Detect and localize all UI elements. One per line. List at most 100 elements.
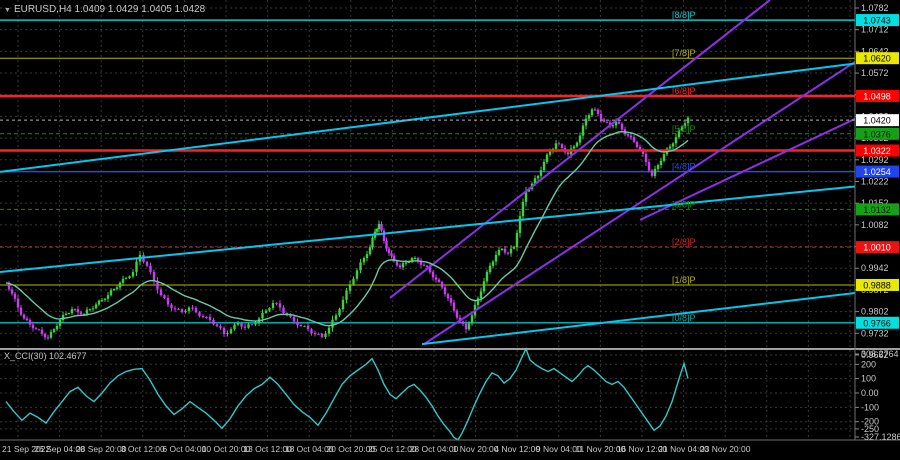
candle-body <box>13 293 17 299</box>
candle-body <box>545 154 549 162</box>
candle-body <box>521 201 525 217</box>
candle-body <box>647 161 651 171</box>
candle-body <box>299 325 303 327</box>
candle-body <box>16 298 20 308</box>
cci-tick-label: -200 <box>861 417 879 427</box>
time-label: 21 Sep 2022 <box>2 444 50 454</box>
chart-title: ▼ EURUSD,H4 1.0409 1.0429 1.0405 1.0428 <box>4 4 205 15</box>
candle-body <box>243 326 247 328</box>
candle-body <box>620 123 624 130</box>
candle-body <box>341 299 345 310</box>
price-badge-label: 1.0743 <box>863 16 891 26</box>
candle-body <box>264 310 268 313</box>
candle-body <box>152 271 156 282</box>
candle-body <box>419 261 423 265</box>
time-label: 4 Nov 12:00 <box>494 444 540 454</box>
candle-body <box>509 248 513 254</box>
time-label: 28 Sep 20:00 <box>76 444 127 454</box>
cyan-longterm-mid[interactable] <box>0 185 856 273</box>
price-badge <box>856 165 899 178</box>
candle-body <box>331 319 334 328</box>
murrey-label: [0/8]P <box>672 313 696 323</box>
candle-body <box>632 137 636 142</box>
candle-body <box>677 130 681 138</box>
candle-body <box>106 295 110 299</box>
purple-channel-upper[interactable] <box>389 0 771 299</box>
candle-body <box>377 223 381 230</box>
price-badge <box>856 203 899 216</box>
candle-body <box>296 321 299 326</box>
price-tick-label: 0.9942 <box>861 263 889 273</box>
time-label: 9 Nov 04:00 <box>536 444 582 454</box>
candle-body <box>461 321 465 324</box>
cyan-longterm-upper[interactable] <box>0 62 856 173</box>
grid <box>0 0 855 440</box>
price-tick-label: 1.0152 <box>861 198 889 208</box>
candle-body <box>215 324 219 327</box>
candle-body <box>683 123 687 127</box>
candle-body <box>22 314 26 319</box>
candle-body <box>662 154 666 161</box>
purple-channel-lower[interactable] <box>423 61 856 345</box>
candle-body <box>656 165 660 169</box>
candle-body <box>382 230 386 241</box>
candle-body <box>434 277 438 280</box>
candle-body <box>479 291 483 299</box>
candle-body <box>476 298 480 305</box>
moving-average-line[interactable] <box>5 130 689 327</box>
candle-body <box>359 262 362 271</box>
candle-body <box>560 144 564 149</box>
time-label: 18 Oct 04:00 <box>285 444 334 454</box>
candle-body <box>79 312 83 315</box>
candle-body <box>362 258 366 263</box>
candle-body <box>124 278 128 280</box>
time-label: 25 Oct 12:00 <box>368 444 417 454</box>
candles <box>7 107 690 341</box>
time-label: 16 Nov 12:00 <box>617 444 668 454</box>
candle-body <box>49 331 53 338</box>
candle-body <box>605 121 609 123</box>
candle-body <box>275 302 278 304</box>
candle-body <box>422 264 426 266</box>
candle-body <box>348 284 352 291</box>
candle-body <box>19 307 23 315</box>
price-badge-label: 0.9766 <box>863 318 891 328</box>
purple-support[interactable] <box>639 118 856 221</box>
candle-body <box>121 278 125 283</box>
time-label: 13 Oct 12:00 <box>243 444 292 454</box>
candle-body <box>375 229 379 232</box>
candle-body <box>180 309 184 313</box>
candle-body <box>368 247 372 255</box>
time-label: 3 Oct 12:00 <box>121 444 165 454</box>
murrey-label: [4/8]P <box>672 162 696 172</box>
candle-body <box>103 298 107 300</box>
candle-body <box>219 326 222 329</box>
cci-tick-label: -327.1286 <box>861 432 900 442</box>
candle-body <box>94 304 98 309</box>
price-badge-label: 1.0010 <box>863 243 891 253</box>
candle-body <box>500 248 504 250</box>
candle-body <box>226 333 229 335</box>
murrey-labels: [8/8]P [7/8]P [6/8]P [5/8]P [4/8]P [3/8]P [2/8… <box>672 10 696 323</box>
price-badge <box>856 241 899 254</box>
candle-body <box>135 261 138 272</box>
murrey-label: [5/8]P <box>672 124 696 134</box>
candle-body <box>58 319 62 326</box>
candle-body <box>410 258 414 262</box>
murrey-levels <box>0 19 855 324</box>
price-axis[interactable]: 1.07821.07121.06421.05721.05021.04321.03… <box>855 3 899 360</box>
candle-body <box>650 170 654 176</box>
candle-body <box>644 153 648 162</box>
candle-body <box>198 312 201 317</box>
price-badge-label: 1.0254 <box>863 167 891 177</box>
candle-body <box>187 307 191 312</box>
cyan-longterm-lower[interactable] <box>421 292 856 346</box>
candle-body <box>680 126 684 131</box>
candle-body <box>43 333 47 338</box>
candle-body <box>261 312 264 319</box>
candle-body <box>482 281 486 292</box>
